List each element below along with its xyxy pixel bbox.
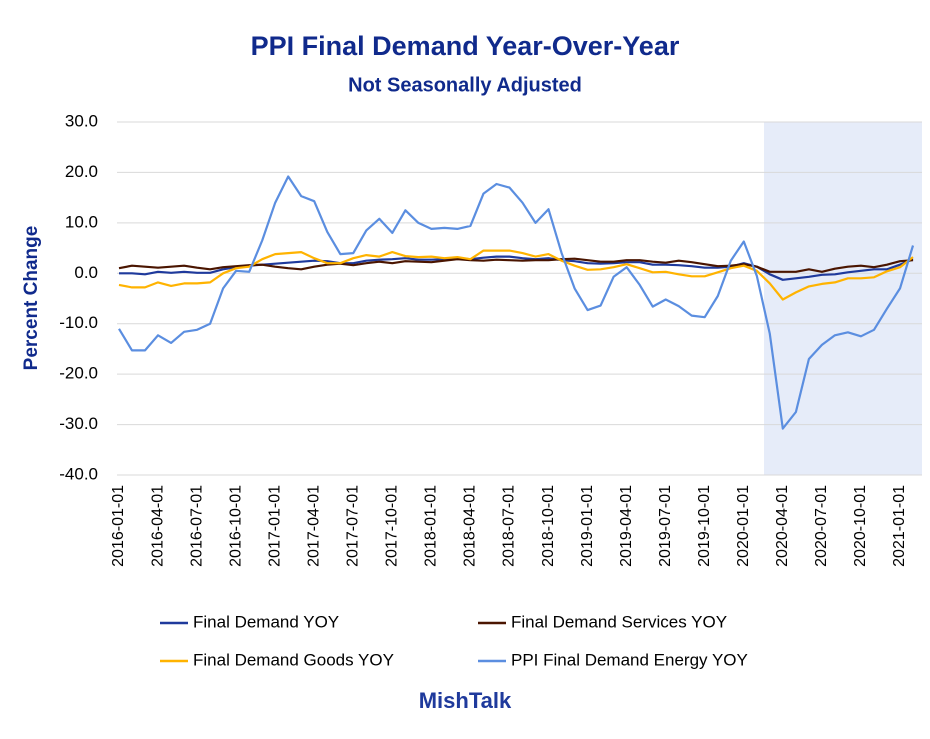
x-tick-label: 2019-04-01 bbox=[618, 485, 635, 567]
x-tick-label: 2018-10-01 bbox=[540, 485, 557, 567]
x-tick-label: 2018-01-01 bbox=[423, 485, 440, 567]
x-tick-label: 2017-10-01 bbox=[384, 485, 401, 567]
x-tick-label: 2020-07-01 bbox=[813, 485, 830, 567]
y-tick-label: -10.0 bbox=[59, 313, 98, 332]
x-tick-label: 2018-04-01 bbox=[462, 485, 479, 567]
x-tick-label: 2016-01-01 bbox=[110, 485, 127, 567]
x-tick-label: 2016-07-01 bbox=[188, 485, 205, 567]
x-tick-label: 2019-01-01 bbox=[579, 485, 596, 567]
y-tick-label: -40.0 bbox=[59, 464, 98, 483]
x-tick-label: 2017-01-01 bbox=[266, 485, 283, 567]
line-series bbox=[118, 175, 915, 430]
x-tick-label: 2020-01-01 bbox=[735, 485, 752, 567]
x-tick-label: 2017-04-01 bbox=[305, 485, 322, 567]
x-tick-label: 2020-04-01 bbox=[774, 485, 791, 567]
footer: MishTalk bbox=[419, 688, 512, 713]
y-tick-label: 30.0 bbox=[65, 111, 98, 130]
x-tick-label: 2020-10-01 bbox=[852, 485, 869, 567]
y-tick-label: 20.0 bbox=[65, 162, 98, 181]
x-tick-label: 2016-04-01 bbox=[149, 485, 166, 567]
legend-label: Final Demand YOY bbox=[193, 612, 339, 631]
x-tick-label: 2018-07-01 bbox=[501, 485, 518, 567]
chart-title: PPI Final Demand Year-Over-Year bbox=[251, 31, 680, 61]
x-tick-label: 2019-10-01 bbox=[696, 485, 713, 567]
x-tick-label: 2019-07-01 bbox=[657, 485, 674, 567]
legend-label: Final Demand Services YOY bbox=[511, 612, 727, 631]
shaded-period bbox=[764, 122, 922, 475]
y-tick-label: 0.0 bbox=[74, 263, 98, 282]
y-tick-label: -30.0 bbox=[59, 414, 98, 433]
x-tick-label: 2021-01-01 bbox=[891, 485, 908, 567]
y-tick-label: 10.0 bbox=[65, 212, 98, 231]
y-tick-label: -20.0 bbox=[59, 364, 98, 383]
x-tick-label: 2017-07-01 bbox=[345, 485, 362, 567]
y-axis-label: Percent Change bbox=[21, 226, 42, 371]
chart-subtitle: Not Seasonally Adjusted bbox=[348, 74, 582, 96]
legend-label: PPI Final Demand Energy YOY bbox=[511, 650, 748, 669]
x-tick-label: 2016-10-01 bbox=[227, 485, 244, 567]
legend-label: Final Demand Goods YOY bbox=[193, 650, 394, 669]
